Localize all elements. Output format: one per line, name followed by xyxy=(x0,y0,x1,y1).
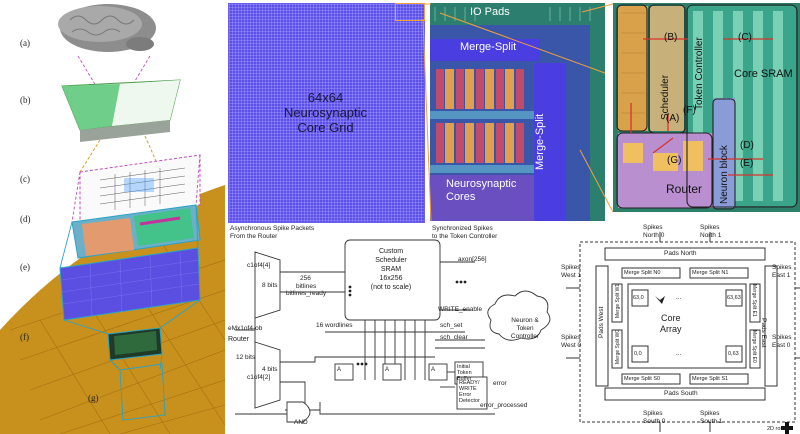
spikes-west1-label: Spikes West 1 xyxy=(561,264,582,279)
core-grid-panel xyxy=(228,3,425,223)
merge-split-w1-label: Merge Split W1 xyxy=(615,283,621,318)
zoom-panel xyxy=(430,3,605,221)
mux-bottom-label: c1of4[2] xyxy=(247,374,271,381)
error-label: error xyxy=(493,380,507,387)
mux-top-label: c1of4[4] xyxy=(247,262,271,269)
marker-d: (D) xyxy=(740,140,754,151)
merge-split-top-label: Merge-Split xyxy=(460,41,517,53)
router-input-label: Router xyxy=(228,336,250,343)
core-array-diagram xyxy=(566,232,800,434)
marker-b: (B) xyxy=(664,32,678,43)
spikes-south1-label: Spikes South 1 xyxy=(700,410,723,425)
sch-set-label: sch_set xyxy=(440,322,463,329)
zoom-caption: Synchronized Spikes to the Token Controll… xyxy=(432,225,498,240)
spikes-north1-label: Spikes North 1 xyxy=(700,224,722,239)
error-processed-label: error_processed xyxy=(480,402,528,409)
spikes-west0-label: Spikes West 0 xyxy=(561,334,582,349)
io-pads-label: IO Pads xyxy=(470,6,510,18)
bitlines-word-label: bitlines xyxy=(296,283,317,290)
scheduler-schematic xyxy=(235,239,551,423)
neurosynaptic-cores-label: Neurosynaptic Cores xyxy=(446,178,517,203)
pads-north-label: Pads North xyxy=(664,250,697,257)
merge-split-s1-label: Merge Split S1 xyxy=(692,376,729,382)
stack-label-e: (e) xyxy=(20,262,30,272)
bits12-label: 12 bits xyxy=(236,354,256,361)
bitlines-ready-label: bitlines_ready xyxy=(286,290,327,297)
spikes-north0-label: Spikes North 0 xyxy=(643,224,665,239)
initial-token-buffer-label: Initial Token Buffer xyxy=(457,364,472,382)
marker-a: (A) xyxy=(666,113,680,124)
core-grid-line2: Neurosynaptic xyxy=(283,104,368,120)
marker-c: (C) xyxy=(738,32,752,43)
axon-label: axon[256] xyxy=(458,256,487,263)
error-detector-label: READY/WRITE Error Detector xyxy=(459,380,480,404)
zoom-source-box xyxy=(395,3,425,21)
dots-top: ... xyxy=(676,294,682,301)
and-gate-label: AND xyxy=(294,419,308,426)
layer-c-schematic xyxy=(79,154,201,223)
core-array-label: Core Array xyxy=(660,313,682,334)
exploded-stack xyxy=(0,4,225,434)
merge-split-n0-label: Merge Split N0 xyxy=(624,270,661,276)
stack-label-d: (d) xyxy=(20,214,31,224)
stack-label-g: (g) xyxy=(88,393,99,403)
write-enable-label: WRITE_enable xyxy=(438,306,483,313)
layout-panel xyxy=(613,3,800,212)
stack-label-a: (a) xyxy=(20,38,30,48)
demux-input-label: eMx1of4-ob xyxy=(228,325,263,332)
core-0-63: 0,63 xyxy=(728,351,739,357)
core-grid-title: 64x64 Neurosynaptic Core Grid xyxy=(228,3,423,221)
core-63-0: 63,0 xyxy=(633,295,644,301)
core-63-63: 63,63 xyxy=(727,295,741,301)
stack-label-c: (c) xyxy=(20,174,30,184)
legend-2d-router: 2D router xyxy=(767,426,790,432)
merge-split-w0-label: Merge Split W0 xyxy=(615,329,621,364)
bitlines-count-label: 256 xyxy=(300,275,311,282)
bits8-label: 8 bits xyxy=(262,282,278,289)
pads-south-label: Pads South xyxy=(664,390,698,397)
brain-illustration xyxy=(58,4,156,52)
spikes-east1-label: Spikes East 1 xyxy=(772,264,792,279)
pads-east-label: Pads East xyxy=(760,318,767,348)
layer-d-layout xyxy=(71,204,201,259)
cblock-1-label: A xyxy=(337,367,342,373)
cblock-2-label: A xyxy=(385,367,390,373)
core-grid-line1: 64x64 xyxy=(307,89,344,105)
neuron-token-controller-label: Neuron & Token Controller xyxy=(510,317,540,340)
bits4-label: 4 bits xyxy=(262,366,278,373)
merge-split-n1-label: Merge Split N1 xyxy=(692,270,729,276)
core-sram-label: Core SRAM xyxy=(734,68,793,80)
token-controller-label: Token Controller xyxy=(694,37,705,110)
stack-label-b: (b) xyxy=(20,95,31,105)
merge-split-s0-label: Merge Split S0 xyxy=(624,376,661,382)
merge-split-e1-label: Merge Split E1 xyxy=(751,284,757,317)
cblock-3-label: A xyxy=(431,367,436,373)
scheduler-label: Scheduler xyxy=(660,74,671,120)
router-label: Router xyxy=(666,182,703,196)
cortex-patch xyxy=(61,79,181,142)
marker-f: (F) xyxy=(683,105,696,116)
neuron-block-label: Neuron block xyxy=(719,145,730,204)
spikes-south0-label: Spikes South 0 xyxy=(643,410,666,425)
core-0-0: 0,0 xyxy=(634,351,642,357)
sch-clear-label: sch_clear xyxy=(440,334,468,341)
pads-west-label: Pads West xyxy=(598,306,605,338)
merge-split-e0-label: Merge Split E0 xyxy=(751,330,757,363)
core-grid-line3: Core Grid xyxy=(297,119,354,135)
marker-g: (G) xyxy=(667,155,682,166)
layer-e-grid xyxy=(59,247,201,321)
marker-e: (E) xyxy=(740,158,754,169)
stack-label-f: (f) xyxy=(20,332,29,342)
dots-bottom: ... xyxy=(676,350,682,357)
core-grid-caption: Asynchronous Spike Packets From the Route… xyxy=(230,225,315,240)
spikes-east0-label: Spikes East 0 xyxy=(772,334,792,349)
sram-block-label: Custom Scheduler SRAM 16x256 (not to scale) xyxy=(370,248,412,291)
wordlines-label: 16 wordlines xyxy=(316,322,353,329)
